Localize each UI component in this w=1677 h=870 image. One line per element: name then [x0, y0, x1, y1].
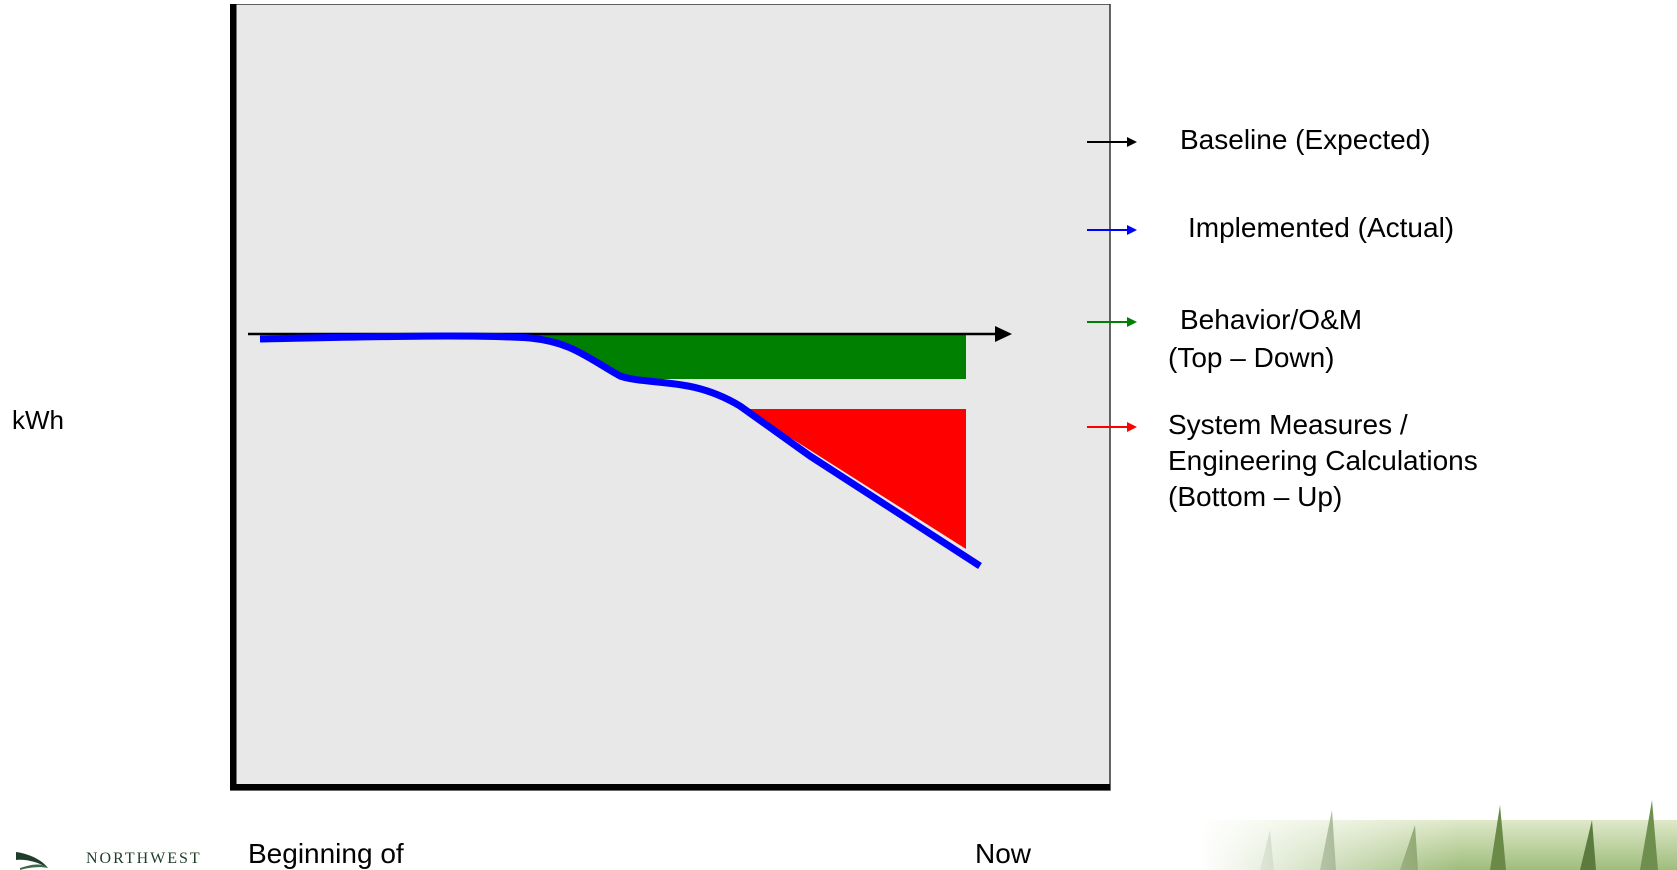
baseline-arrowhead	[995, 326, 1012, 342]
legend-label-system-line2: Engineering Calculations	[1168, 445, 1478, 476]
legend-label-implemented: Implemented (Actual)	[1188, 212, 1455, 243]
legend-system-arrow-icon	[1087, 422, 1137, 432]
legend-implemented-arrow-icon	[1087, 225, 1137, 235]
behavior-savings-area	[530, 334, 966, 379]
legend-baseline-arrow-icon	[1087, 137, 1137, 147]
legend-behavior-arrow-icon	[1087, 317, 1137, 327]
legend-label-behavior-line1: Behavior/O&M	[1180, 304, 1363, 335]
plot-background	[230, 4, 1111, 791]
y-axis-label: kWh	[12, 405, 64, 435]
x-axis-start-label: Beginning of	[248, 838, 404, 869]
logo-text: NORTHWEST	[86, 850, 202, 867]
plot-panel	[230, 4, 1114, 794]
system-savings-area	[745, 409, 966, 549]
legend-label-baseline: Baseline (Expected)	[1180, 124, 1431, 155]
grass-photo-decoration	[1200, 800, 1677, 870]
logo: NORTHWEST	[8, 848, 228, 870]
swoosh-logo-icon	[16, 852, 48, 870]
x-axis-end-label: Now	[975, 838, 1032, 869]
legend-label-system-line3: (Bottom – Up)	[1168, 481, 1343, 512]
implemented-curve	[259, 332, 982, 569]
legend-label-system-line1: System Measures /	[1168, 409, 1408, 440]
legend-label-behavior-line2: (Top – Down)	[1168, 342, 1335, 373]
plot-svg	[230, 4, 1111, 791]
